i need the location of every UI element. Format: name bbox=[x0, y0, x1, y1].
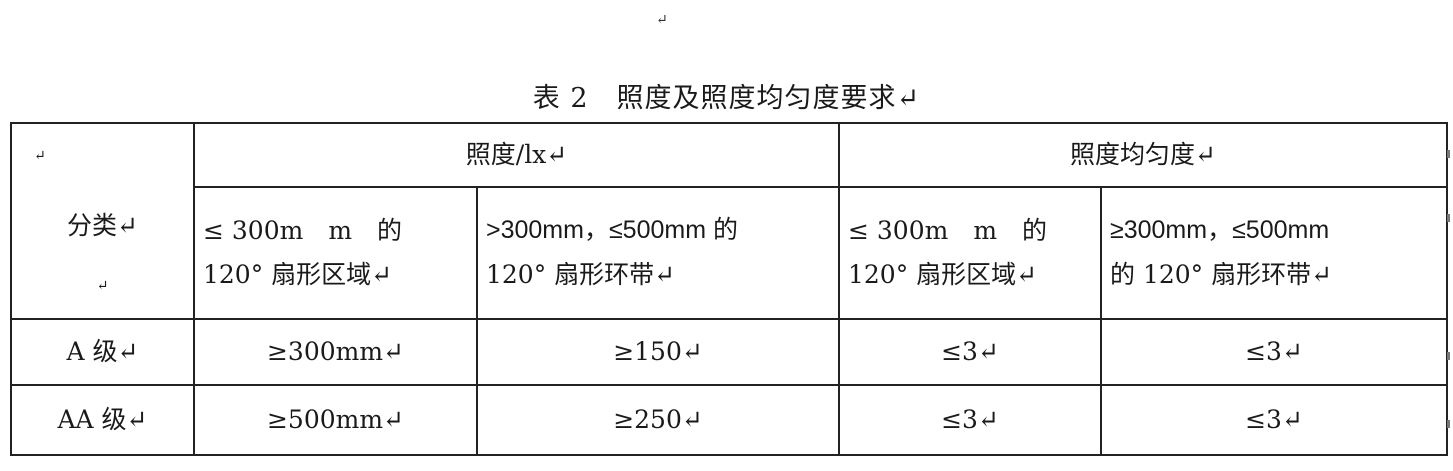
row-end-marker bbox=[1447, 150, 1450, 158]
table-cell: ≥500mm↵ bbox=[193, 384, 478, 456]
illuminance-group-header: 照度/lx↵ bbox=[193, 122, 840, 188]
table-row: AA 级↵ ≥500mm↵ ≥250↵ ≤3↵ ≤3↵ bbox=[10, 384, 1449, 456]
subheader-line: ≥300mm，≤500mm bbox=[1110, 216, 1330, 245]
table-cell: ≥300mm↵ bbox=[193, 318, 478, 386]
table-cell: ≤3↵ bbox=[838, 384, 1102, 456]
table-cell: ≤3↵ bbox=[1099, 384, 1449, 456]
subheader-line: ≤ 300m m 的 bbox=[203, 216, 403, 246]
table-cell: ≥250↵ bbox=[476, 384, 840, 456]
uniformity-group-header: 照度均匀度↵ bbox=[837, 122, 1449, 188]
table-cell: ≤3↵ bbox=[838, 318, 1102, 386]
paragraph-mark: ↵ bbox=[656, 12, 668, 28]
table-row: A 级↵ ≥300mm↵ ≥150↵ ≤3↵ ≤3↵ bbox=[10, 318, 1449, 386]
table-cell: ≤3↵ bbox=[1099, 318, 1449, 386]
paragraph-mark: ↵ bbox=[96, 278, 109, 294]
table-subheader-row: ≤ 300m m 的 120° 扇形区域↵ >300mm，≤500mm 的 120°… bbox=[11, 186, 1449, 320]
subheader-cell: ≥300mm，≤500mm 的 120° 扇形环带↵ bbox=[1099, 186, 1449, 320]
category-label: 分类↵ bbox=[67, 211, 138, 240]
subheader-cell: ≤ 300m m 的 120° 扇形区域↵ bbox=[193, 186, 478, 320]
subheader-line: 120° 扇形环带↵ bbox=[486, 260, 676, 289]
subheader-line: ≤ 300m m 的 bbox=[848, 216, 1048, 246]
row-end-marker bbox=[1447, 352, 1450, 360]
row-end-marker bbox=[1447, 214, 1450, 222]
subheader-cell: >300mm，≤500mm 的 120° 扇形环带↵ bbox=[476, 186, 840, 320]
subheader-line: 120° 扇形区域↵ bbox=[848, 260, 1038, 289]
table-header-row: ↵ 分类↵ ↵ 照度/lx↵ 照度均匀度↵ bbox=[10, 122, 1449, 320]
subheader-line: 的 120° 扇形环带↵ bbox=[1110, 260, 1333, 289]
subheader-cell: ≤ 300m m 的 120° 扇形区域↵ bbox=[838, 186, 1102, 320]
subheader-line: 120° 扇形区域↵ bbox=[203, 260, 393, 289]
row-end-marker bbox=[1447, 420, 1450, 428]
table-cell: ≥150↵ bbox=[476, 318, 840, 386]
row-label: A 级↵ bbox=[10, 318, 195, 386]
paragraph-mark: ↵ bbox=[34, 148, 46, 164]
subheader-line: >300mm，≤500mm 的 bbox=[486, 216, 738, 245]
category-header-cell: ↵ 分类↵ ↵ bbox=[10, 122, 195, 320]
table-title: 表 2 照度及照度均匀度要求↵ bbox=[532, 83, 921, 114]
illuminance-requirements-table: ↵ 分类↵ ↵ 照度/lx↵ 照度均匀度↵ ≤ 300m m 的 120° 扇形区… bbox=[10, 122, 1449, 456]
row-label: AA 级↵ bbox=[10, 384, 195, 456]
